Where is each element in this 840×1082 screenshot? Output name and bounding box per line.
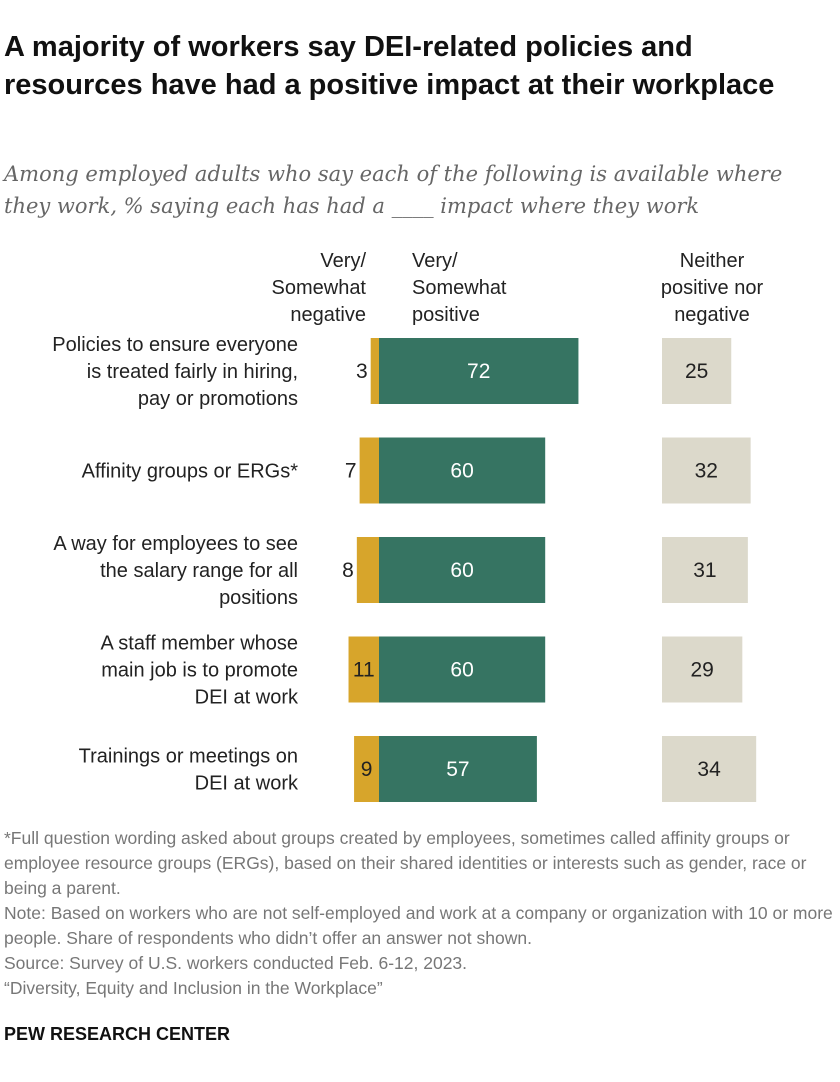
column-header-neither-line: Neither: [679, 250, 745, 272]
category-label-line: A way for employees to see: [53, 533, 298, 555]
bar-positive: [379, 437, 546, 504]
bar-positive: [379, 736, 537, 802]
value-label-negative: 3: [356, 360, 368, 383]
category-label-line: Affinity groups or ERGs*: [82, 461, 299, 483]
category-label-line: A staff member whose: [101, 633, 299, 655]
chart-title: A majority of workers say DEI-related po…: [4, 31, 775, 101]
value-label-neither: 25: [685, 360, 708, 383]
column-header-positive-line: Somewhat: [412, 277, 507, 299]
category-label: Policies to ensure everyone is treated fa…: [52, 334, 298, 410]
column-header-positive-line: positive: [412, 304, 480, 326]
category-label-line: the salary range for all: [100, 560, 298, 582]
chart-notes: *Full question wording asked about group…: [4, 826, 834, 1001]
value-label-neither: 32: [695, 460, 718, 483]
bar-neither: [662, 636, 743, 703]
source: Source: Survey of U.S. workers conducted…: [4, 953, 468, 973]
bar-neither: [662, 537, 748, 603]
brand-footer: PEW RESEARCH CENTER: [4, 1024, 231, 1044]
value-label-negative: 9: [361, 758, 373, 781]
bar-chart: Policies to ensure everyone is treated fa…: [52, 334, 757, 802]
category-label-line: is treated fairly in hiring,: [87, 361, 298, 383]
bar-negative: [348, 636, 379, 703]
category-label: Affinity groups or ERGs*: [82, 461, 299, 483]
bar-positive: [379, 537, 546, 603]
chart-subtitle: Among employed adults who say each of th…: [4, 162, 783, 218]
bar-negative: [356, 537, 379, 603]
column-header-neither: Neither positive nor negative: [630, 248, 794, 329]
bar-neither: [662, 338, 732, 404]
column-header-negative-line: negative: [290, 304, 366, 326]
value-label-positive: 60: [450, 559, 473, 582]
column-header-negative-line: Somewhat: [271, 277, 367, 299]
value-label-positive: 57: [446, 758, 469, 781]
bar-positive: [379, 636, 546, 703]
bar-negative: [370, 338, 379, 404]
bar-negative: [354, 736, 379, 802]
bar-neither: [662, 736, 757, 802]
column-header-negative: Very/ Somewhat negative: [240, 248, 367, 329]
value-label-neither: 34: [697, 758, 721, 781]
category-label-line: DEI at work: [195, 773, 299, 795]
value-label-positive: 72: [467, 360, 490, 383]
value-label-negative: 8: [342, 559, 354, 582]
category-label: A staff member whose main job is to promo…: [101, 633, 300, 709]
footnote: *Full question wording asked about group…: [4, 828, 807, 898]
category-label-line: pay or promotions: [138, 388, 298, 410]
column-header-positive-line: Very/: [412, 250, 458, 272]
note: Note: Based on workers who are not self-…: [4, 903, 833, 948]
bar-neither: [662, 437, 751, 504]
bar-negative: [359, 437, 379, 504]
column-header-neither-line: negative: [674, 304, 750, 326]
value-label-positive: 60: [450, 460, 473, 483]
value-label-neither: 29: [690, 659, 713, 682]
value-label-negative: 11: [353, 659, 375, 682]
column-header-positive: Very/ Somewhat positive: [412, 248, 572, 329]
category-label-line: Policies to ensure everyone: [52, 334, 298, 356]
category-label: Trainings or meetings on DEI at work: [79, 746, 299, 795]
category-label-line: main job is to promote: [101, 660, 298, 682]
value-label-neither: 31: [693, 559, 716, 582]
report-title: “Diversity, Equity and Inclusion in the …: [4, 978, 383, 998]
value-label-positive: 60: [450, 659, 473, 682]
column-header-neither-line: positive nor: [660, 277, 764, 299]
category-label-line: positions: [219, 587, 298, 609]
category-label: A way for employees to see the salary ran…: [53, 533, 298, 609]
category-label-line: DEI at work: [195, 687, 299, 709]
value-label-negative: 7: [345, 460, 357, 483]
category-label-line: Trainings or meetings on: [79, 746, 298, 768]
bar-positive: [379, 338, 579, 404]
column-header-negative-line: Very/: [320, 250, 366, 272]
